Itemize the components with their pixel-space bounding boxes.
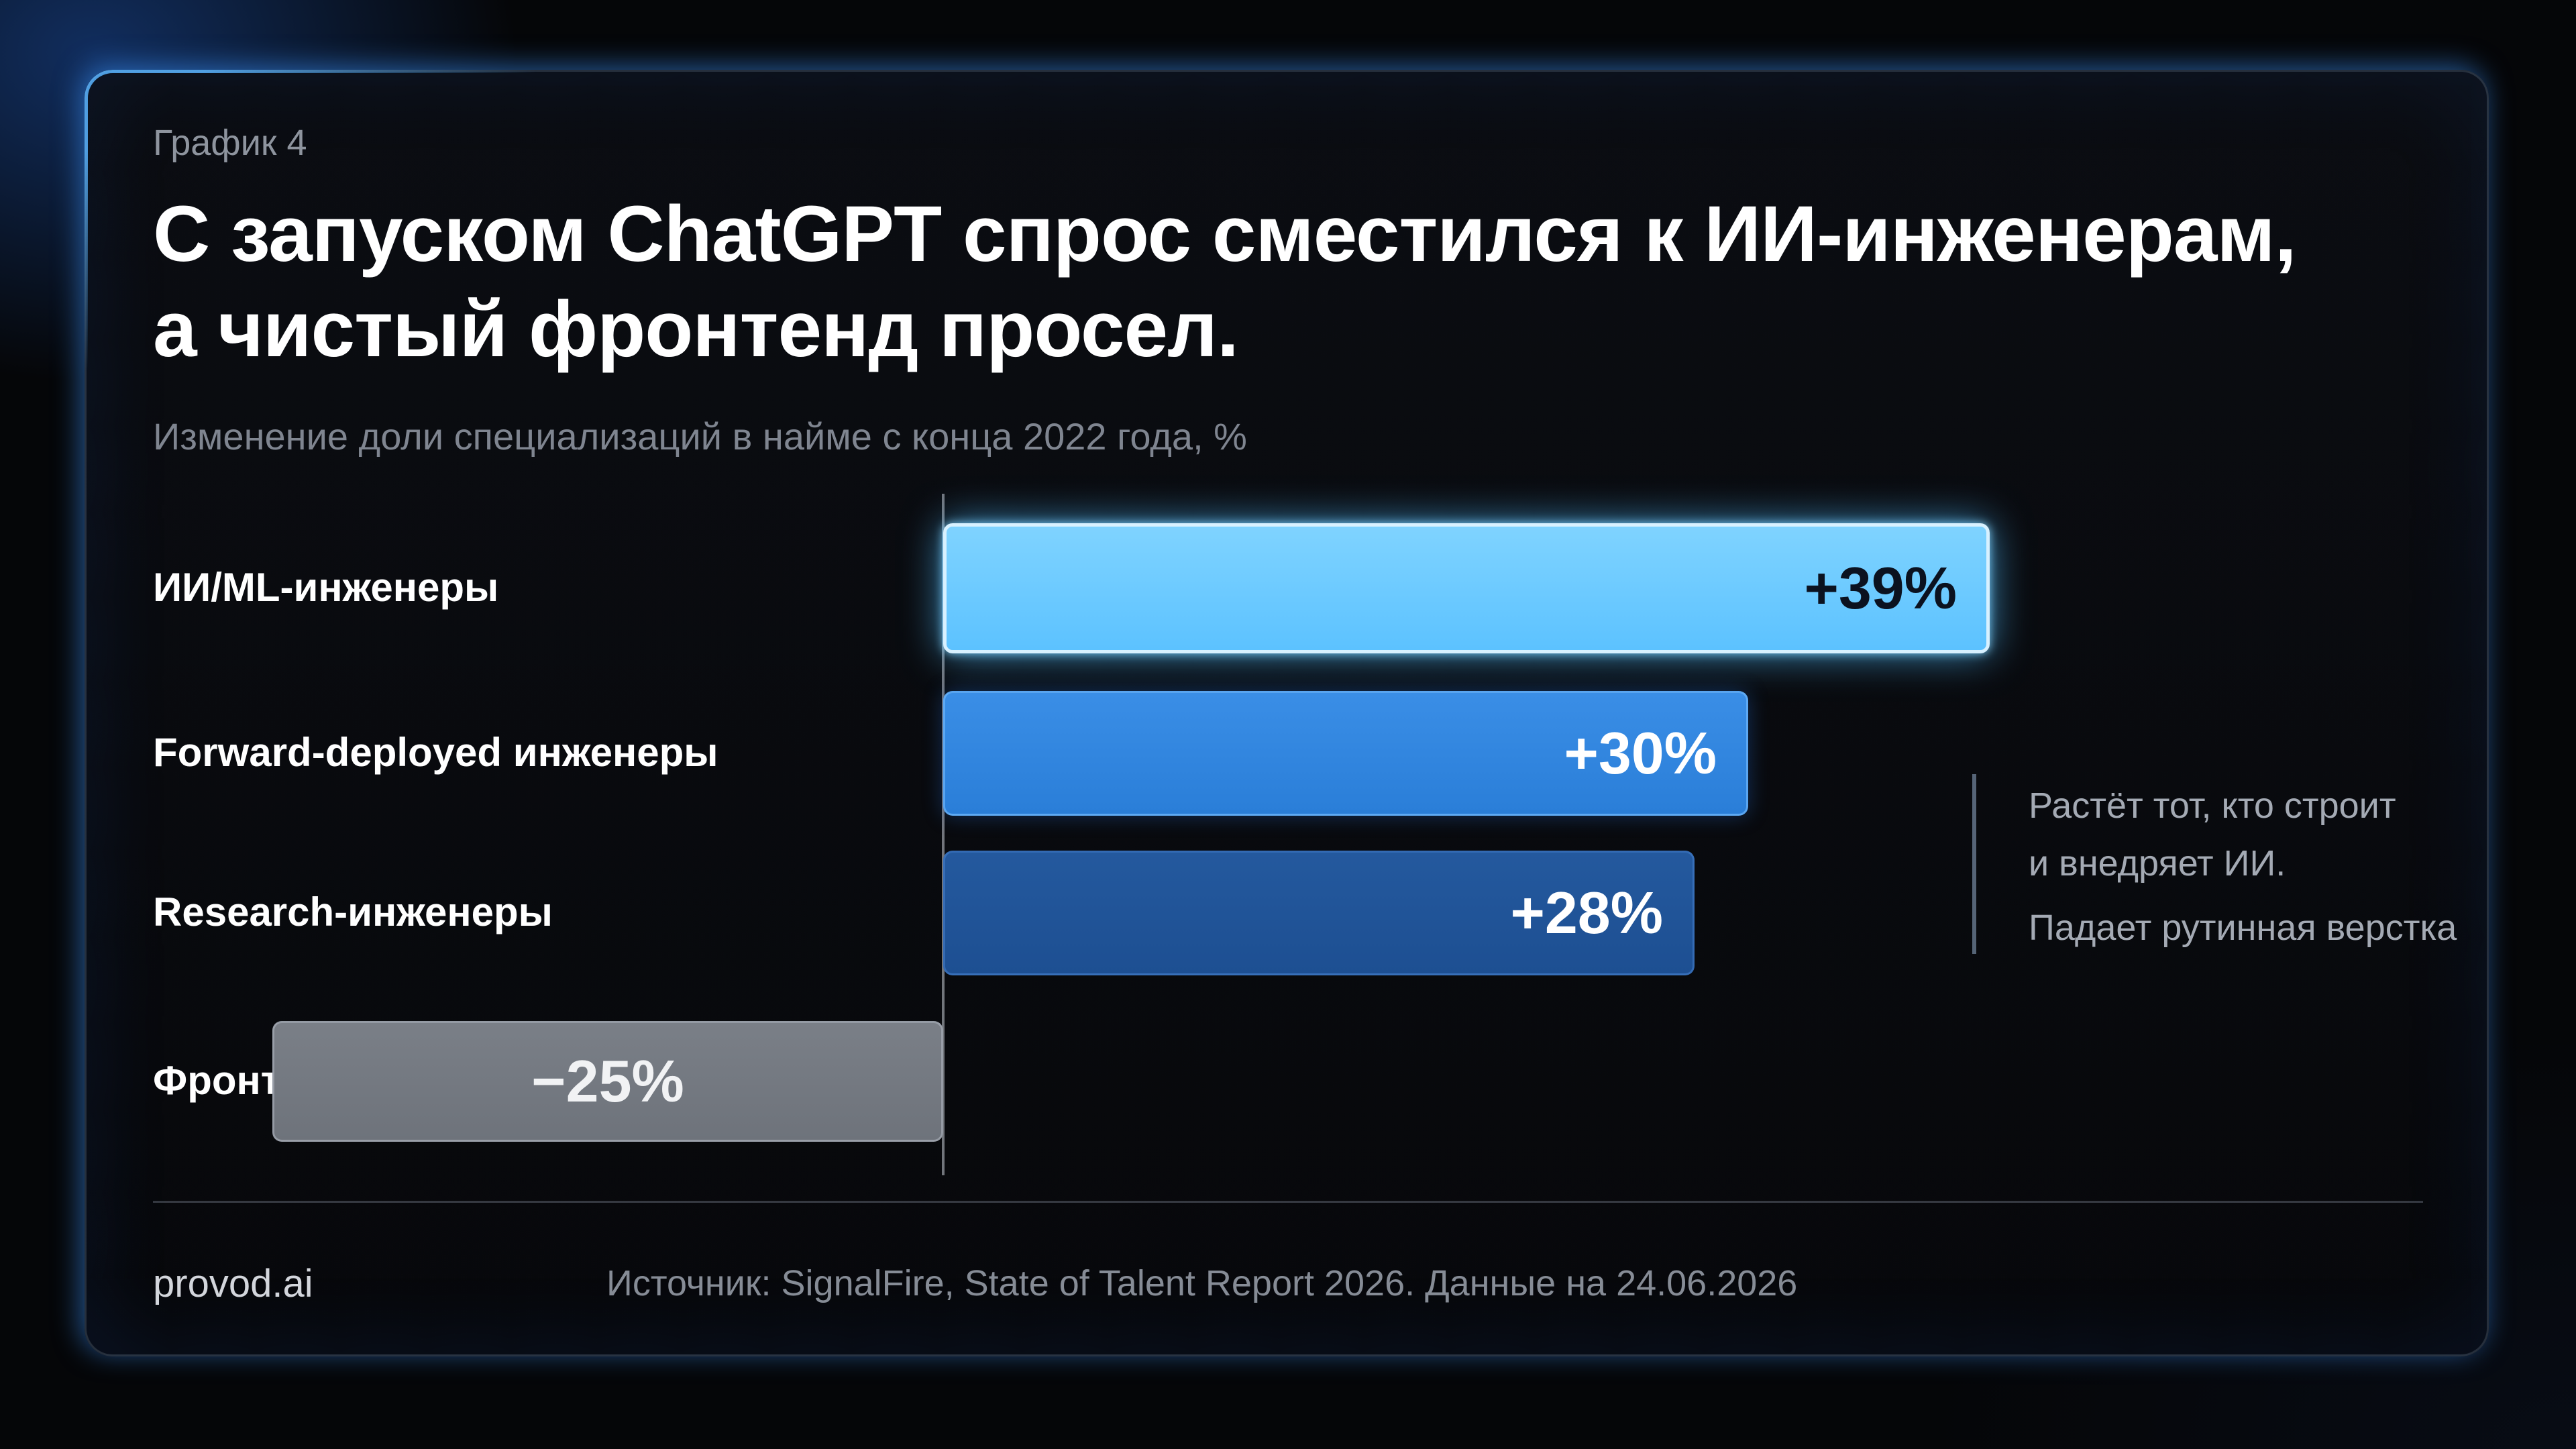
annotation-rule: [1972, 774, 1976, 954]
value-label-forward-deployed: +30%: [1564, 720, 1717, 786]
bar-forward-deployed: +30%: [943, 691, 1748, 816]
footer-divider: [153, 1201, 2423, 1203]
bar-frontend: −25%: [272, 1021, 943, 1142]
zero-axis-line: [942, 494, 945, 1175]
chart-kicker: График 4: [153, 123, 307, 163]
value-label-research: +28%: [1510, 879, 1663, 946]
annotation-line-3: Падает рутинная верстка: [2029, 908, 2457, 948]
bar-ai-ml: +39%: [943, 523, 1990, 653]
annotation-line-2: и внедряет ИИ.: [2029, 843, 2286, 883]
category-label-ai-ml: ИИ/ML-инженеры: [153, 565, 499, 610]
chart-title: С запуском ChatGPT спрос сместился к ИИ-…: [153, 190, 2296, 374]
brand-name: provod.ai: [153, 1262, 313, 1305]
value-label-ai-ml: +39%: [1804, 555, 1957, 621]
category-label-research: Research-инженеры: [153, 890, 553, 934]
annotation-line-1: Растёт тот, кто строит: [2029, 786, 2396, 826]
source-note: Источник: SignalFire, State of Talent Re…: [606, 1263, 1798, 1303]
value-label-frontend: −25%: [531, 1048, 684, 1114]
chart-subtitle: Изменение доли специализаций в найме с к…: [153, 415, 1247, 458]
bar-research: +28%: [943, 851, 1695, 975]
category-label-forward-deployed: Forward-deployed инженеры: [153, 730, 718, 775]
